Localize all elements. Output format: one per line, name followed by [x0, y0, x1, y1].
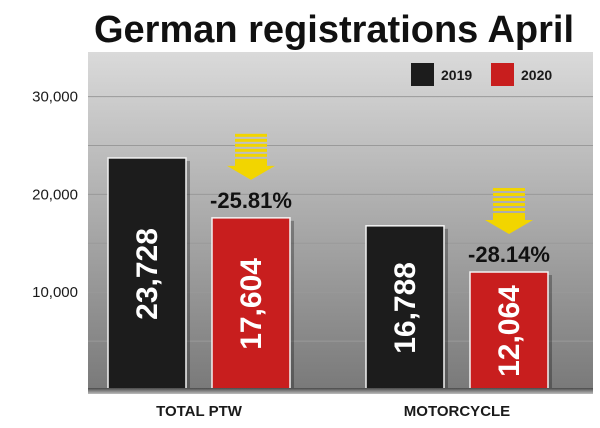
x-category-label: TOTAL PTW — [156, 403, 243, 420]
arrow-stem — [493, 213, 525, 222]
arrow-stripe — [493, 203, 525, 207]
legend-label: 2020 — [521, 67, 552, 83]
chart-title: German registrations April — [94, 9, 574, 51]
bar-value-label: 23,728 — [131, 228, 164, 320]
bar-value-label: 12,064 — [493, 285, 526, 377]
legend-swatch — [411, 63, 434, 86]
y-tick-label: 10,000 — [32, 284, 78, 301]
arrow-stem — [235, 158, 267, 167]
arrow-stripe — [493, 188, 525, 192]
arrow-stripe — [235, 143, 267, 147]
bar — [469, 271, 549, 391]
bar-value-label: 17,604 — [235, 258, 268, 350]
arrow-stripe — [493, 208, 525, 212]
arrow-stripe — [235, 138, 267, 142]
bar — [211, 217, 291, 391]
arrow-stripe — [235, 148, 267, 152]
arrow-stripe — [235, 153, 267, 157]
legend-label: 2019 — [441, 67, 472, 83]
down-arrow-icon — [227, 133, 275, 180]
percent-change-label: -28.14% — [468, 242, 550, 267]
y-tick-label: 20,000 — [32, 186, 78, 203]
legend-swatch — [491, 63, 514, 86]
arrow-head — [227, 165, 275, 180]
arrow-stripe — [493, 193, 525, 197]
plot-baseline — [88, 388, 593, 394]
arrow-stripe — [235, 133, 267, 137]
arrow-head — [485, 220, 533, 235]
arrow-stripe — [493, 198, 525, 202]
y-tick-label: 30,000 — [32, 89, 78, 106]
bar — [365, 225, 445, 391]
bar-value-label: 16,788 — [389, 262, 422, 354]
bar — [107, 157, 187, 391]
x-category-label: MOTORCYCLE — [404, 403, 510, 420]
percent-change-label: -25.81% — [210, 188, 292, 213]
down-arrow-icon — [485, 188, 533, 235]
